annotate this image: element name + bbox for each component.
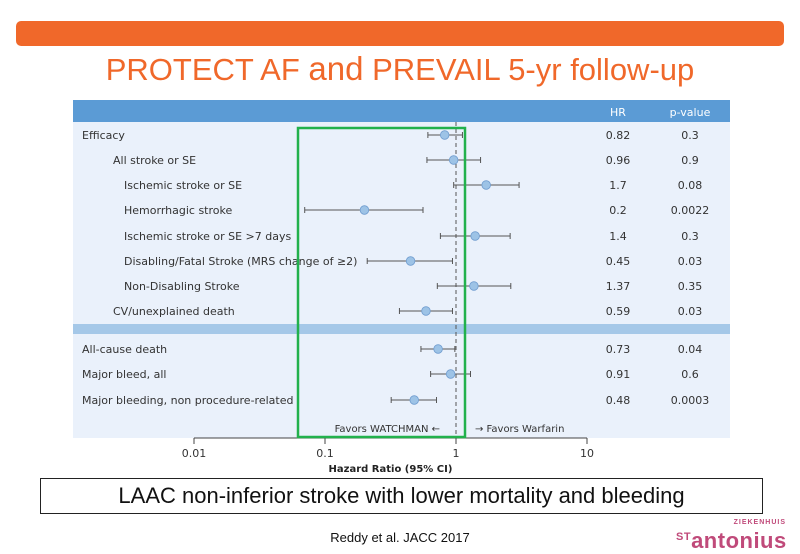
citation: Reddy et al. JACC 2017 bbox=[330, 530, 470, 545]
hr-value: 0.48 bbox=[606, 394, 631, 407]
hr-value: 0.73 bbox=[606, 343, 631, 356]
logo-st: ST bbox=[676, 531, 692, 543]
row-label: Ischemic stroke or SE >7 days bbox=[124, 230, 291, 243]
hr-point bbox=[481, 180, 491, 190]
hr-point bbox=[359, 205, 370, 215]
logo-subtitle: ZIEKENHUIS bbox=[733, 519, 786, 526]
x-axis-label: Hazard Ratio (95% CI) bbox=[329, 464, 453, 475]
hr-value: 0.82 bbox=[606, 129, 631, 142]
hr-value: 1.7 bbox=[609, 179, 627, 192]
hr-point bbox=[470, 231, 480, 241]
hr-value: 0.91 bbox=[606, 368, 631, 381]
highlight-box bbox=[296, 126, 467, 439]
hr-point bbox=[469, 281, 479, 291]
slide-title: PROTECT AF and PREVAIL 5-yr follow-up bbox=[0, 50, 800, 88]
hr-point bbox=[440, 130, 450, 140]
p-value: 0.9 bbox=[681, 154, 699, 167]
hr-point bbox=[448, 155, 459, 165]
favors-warfarin-label: → Favors Warfarin bbox=[475, 424, 564, 435]
p-value: 0.6 bbox=[681, 368, 699, 381]
row-label: Non-Disabling Stroke bbox=[124, 280, 240, 293]
conclusion-box: LAAC non-inferior stroke with lower mort… bbox=[40, 478, 763, 514]
row-label: CV/unexplained death bbox=[113, 305, 235, 318]
row-label: All stroke or SE bbox=[113, 154, 196, 167]
favors-watchman-label: Favors WATCHMAN ← bbox=[335, 424, 440, 435]
p-value: 0.3 bbox=[681, 230, 699, 243]
hr-point bbox=[433, 344, 443, 354]
p-value: 0.08 bbox=[678, 179, 703, 192]
logo-wordmark: STantonius bbox=[676, 528, 787, 554]
x-tick-label: 0.1 bbox=[316, 447, 334, 460]
hr-value: 0.96 bbox=[606, 154, 631, 167]
p-value: 0.0003 bbox=[671, 394, 710, 407]
row-label: Major bleed, all bbox=[82, 368, 166, 381]
hr-value: 0.2 bbox=[609, 204, 627, 217]
x-tick-label: 10 bbox=[580, 447, 594, 460]
hr-value: 1.4 bbox=[609, 230, 627, 243]
p-value: 0.3 bbox=[681, 129, 699, 142]
x-tick-label: 0.01 bbox=[182, 447, 207, 460]
title-part-3: PREVAIL 5-yr follow-up bbox=[363, 52, 695, 87]
hr-value: 0.45 bbox=[606, 255, 631, 268]
title-part-1: PROTECT AF bbox=[105, 52, 309, 87]
row-label: Ischemic stroke or SE bbox=[124, 179, 242, 192]
hr-point bbox=[421, 306, 431, 316]
row-label: Disabling/Fatal Stroke (MRS change of ≥2… bbox=[124, 255, 357, 268]
title-accent-bar bbox=[16, 21, 784, 46]
group-separator bbox=[73, 324, 730, 334]
hospital-logo: ZIEKENHUIS STantonius bbox=[676, 519, 796, 553]
safety-panel bbox=[73, 334, 730, 438]
p-value: 0.0022 bbox=[671, 204, 710, 217]
p-value: 0.03 bbox=[678, 255, 703, 268]
efficacy-panel bbox=[73, 122, 730, 324]
column-header-hr: HR bbox=[610, 106, 626, 119]
row-label: Efficacy bbox=[82, 129, 125, 142]
hr-point bbox=[409, 395, 419, 405]
hr-value: 0.59 bbox=[606, 305, 631, 318]
row-label: Hemorrhagic stroke bbox=[124, 204, 232, 217]
title-part-2: and bbox=[308, 50, 364, 87]
column-header-pvalue: p-value bbox=[670, 106, 711, 119]
row-label: Major bleeding, non procedure-related bbox=[82, 394, 293, 407]
table-header-bar bbox=[73, 100, 730, 122]
hr-point bbox=[405, 256, 416, 266]
row-label: All-cause death bbox=[82, 343, 167, 356]
p-value: 0.03 bbox=[678, 305, 703, 318]
x-tick-label: 1 bbox=[453, 447, 460, 460]
p-value: 0.35 bbox=[678, 280, 703, 293]
hr-point bbox=[445, 369, 456, 379]
logo-name: antonius bbox=[691, 528, 787, 553]
p-value: 0.04 bbox=[678, 343, 703, 356]
hr-value: 1.37 bbox=[606, 280, 631, 293]
